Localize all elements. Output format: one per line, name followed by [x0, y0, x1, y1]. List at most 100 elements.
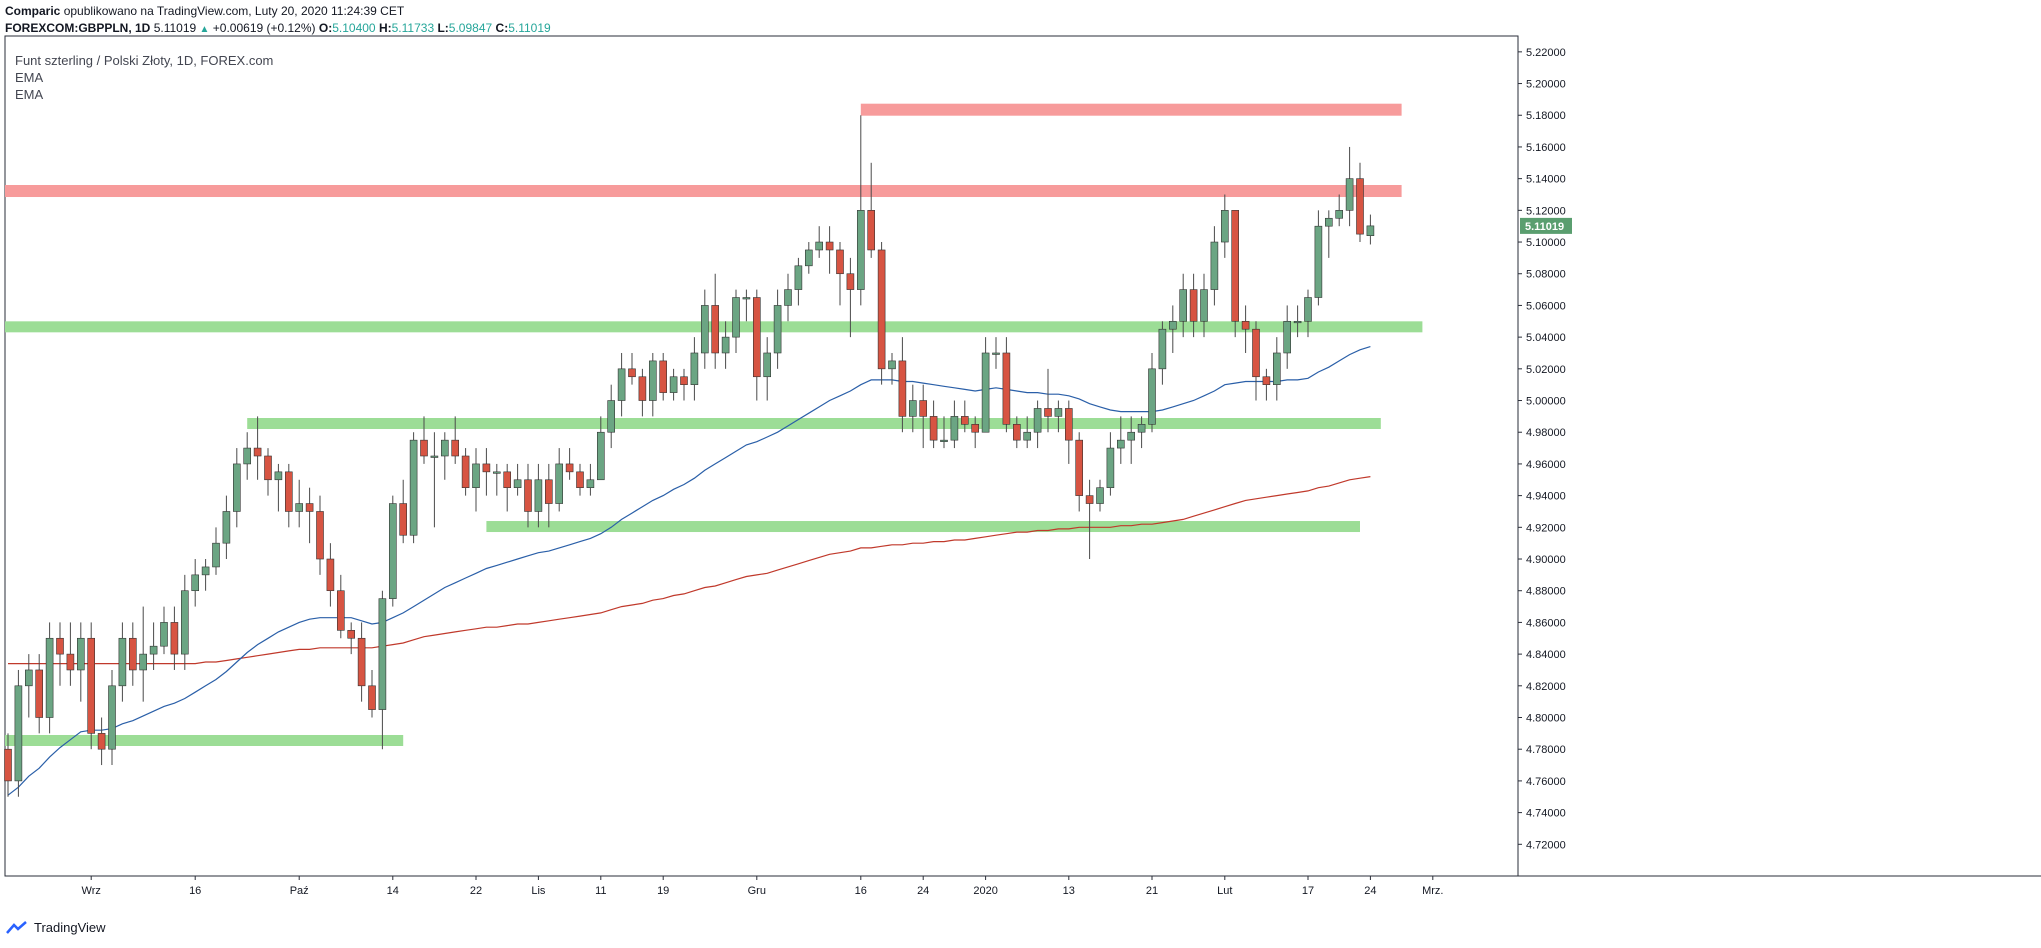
- candle: [1273, 337, 1281, 401]
- candle-body: [1335, 210, 1343, 219]
- candle: [1023, 416, 1032, 449]
- y-tick-label: 4.76000: [1526, 776, 1566, 788]
- candle-body: [4, 748, 12, 782]
- candle: [35, 654, 44, 734]
- x-tick-label: Gru: [748, 885, 766, 897]
- last-value: 5.11019: [153, 21, 197, 35]
- candle-body: [347, 630, 356, 639]
- support-zone: [486, 521, 1360, 533]
- legend-ema-2[interactable]: EMA: [15, 87, 44, 102]
- candle-body: [1033, 408, 1042, 433]
- candle-body: [1189, 289, 1198, 322]
- publish-line: Comparic opublikowano na TradingView.com…: [5, 3, 551, 20]
- author[interactable]: Comparic: [5, 4, 61, 18]
- candle: [981, 337, 990, 433]
- candle-body: [97, 733, 106, 750]
- y-tick-label: 4.84000: [1526, 649, 1566, 661]
- open-value: 5.10400: [332, 21, 376, 35]
- candle: [1252, 321, 1260, 401]
- candle-body: [867, 210, 876, 251]
- candle: [1231, 210, 1239, 338]
- candle-body: [420, 439, 428, 457]
- candle: [773, 289, 782, 369]
- candle: [14, 669, 23, 797]
- candle-body: [492, 471, 501, 474]
- y-tick-label: 5.18000: [1526, 110, 1566, 122]
- candle: [784, 273, 792, 322]
- candle-body: [534, 479, 543, 512]
- candle: [607, 384, 616, 449]
- candle: [992, 337, 1000, 369]
- candle-body: [1262, 376, 1271, 385]
- y-tick-label: 5.10000: [1526, 237, 1566, 249]
- candle: [940, 416, 948, 449]
- y-tick-label: 5.04000: [1526, 332, 1566, 344]
- candle: [4, 733, 12, 797]
- candle-body: [451, 439, 460, 457]
- candle-body: [1231, 210, 1239, 322]
- candle: [1304, 289, 1312, 338]
- candle: [1179, 273, 1187, 338]
- candle: [1085, 479, 1094, 560]
- candle: [888, 352, 896, 385]
- candle: [222, 495, 231, 560]
- candle-body: [877, 249, 886, 370]
- candle-body: [336, 590, 345, 631]
- candle-body: [638, 376, 647, 401]
- candle-body: [503, 471, 512, 488]
- candle-body: [711, 305, 720, 354]
- candle: [66, 622, 75, 686]
- candle: [1283, 305, 1291, 369]
- x-tick-label: 24: [917, 885, 929, 897]
- candle-body: [742, 297, 751, 300]
- candle-body: [1065, 408, 1073, 441]
- candle: [97, 717, 106, 766]
- time-axis[interactable]: Wrz 16 Paź 14 22 Lis 11 19 Gru 16 24 2020 13 21 Lut 17 2…: [82, 876, 1444, 897]
- candle-body: [1304, 297, 1312, 322]
- candle: [1158, 321, 1167, 385]
- candle: [555, 448, 564, 512]
- open-label: O:: [318, 21, 333, 35]
- x-tick-label: 16: [855, 885, 867, 897]
- candle: [836, 242, 844, 306]
- footer: TradingView: [6, 920, 106, 935]
- candle: [482, 448, 491, 496]
- candle: [846, 257, 855, 338]
- candle: [1065, 400, 1073, 464]
- candle-body: [399, 503, 408, 536]
- candle: [544, 463, 553, 528]
- candle-body: [607, 400, 616, 433]
- candle: [742, 289, 751, 322]
- candle-body: [305, 503, 314, 512]
- y-tick-label: 5.16000: [1526, 142, 1566, 154]
- candle-body: [950, 416, 959, 441]
- candle-body: [1325, 217, 1333, 227]
- candle: [170, 606, 179, 670]
- candle-body: [149, 645, 158, 655]
- candle: [1033, 400, 1042, 449]
- candle-body: [87, 637, 95, 734]
- candle: [763, 337, 772, 401]
- candle-body: [1023, 431, 1032, 441]
- candle: [1210, 226, 1219, 306]
- candle: [233, 448, 241, 528]
- candle-body: [170, 622, 179, 655]
- x-tick-label: 17: [1302, 885, 1314, 897]
- candle: [1137, 416, 1146, 449]
- price-axis[interactable]: 5.22000 5.20000 5.18000 5.16000 5.14000 5.120…: [1518, 47, 1572, 851]
- legend-ema-1[interactable]: EMA: [15, 70, 44, 85]
- candle-body: [763, 352, 772, 378]
- y-tick-label: 5.22000: [1526, 47, 1566, 59]
- x-tick-label: 21: [1146, 885, 1158, 897]
- candle: [1293, 305, 1302, 338]
- candle-body: [617, 368, 626, 401]
- candle: [794, 257, 803, 306]
- candle-body: [378, 598, 387, 710]
- candle-body: [700, 305, 709, 354]
- x-tick-label: 11: [595, 885, 606, 897]
- candle-body: [201, 566, 210, 576]
- ema-layer: [7, 346, 1371, 796]
- brand-label[interactable]: TradingView: [34, 920, 106, 935]
- candle: [253, 416, 262, 480]
